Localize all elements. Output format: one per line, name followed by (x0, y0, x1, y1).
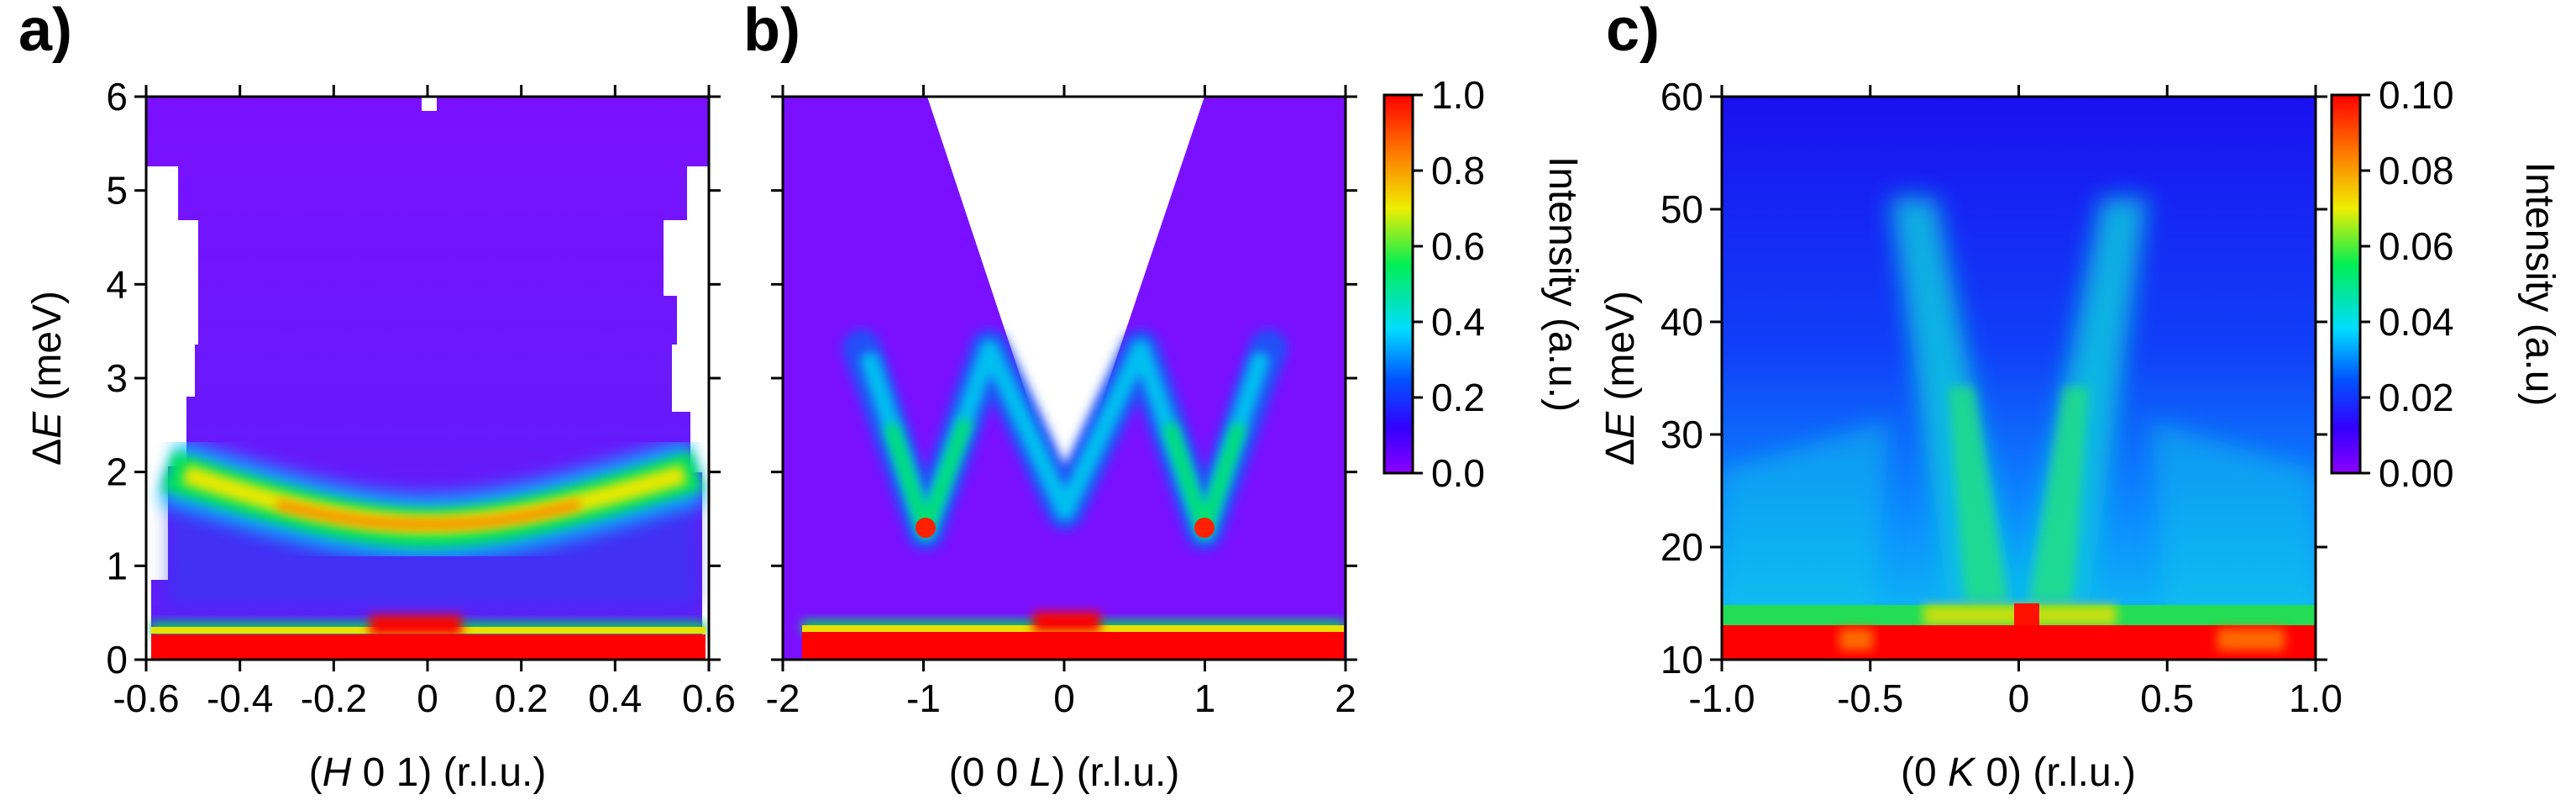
x-tick-label: 0.2 (495, 676, 548, 720)
y-tick-label: 40 (1660, 300, 1703, 344)
colorbar-tick-label: 0.06 (2379, 224, 2454, 268)
panel-c-xlabel: (0 K 0) (r.l.u.) (1901, 750, 2136, 795)
colorbar-tick-label: 0.6 (1431, 224, 1485, 268)
y-tick-label: 0 (106, 638, 128, 682)
colorbar-b (1382, 93, 1414, 475)
x-tick-label: 0 (2008, 676, 2030, 720)
colorbar-tick-label: 0.4 (1431, 300, 1485, 344)
panel-b-xlabel: (0 0 L) (r.l.u.) (949, 750, 1180, 795)
y-tick-label: 50 (1660, 187, 1703, 231)
panel-c-heatmap (1722, 97, 2316, 660)
panel-b-heatmap (783, 97, 1346, 660)
panel-c-label: c) (1606, 0, 1660, 64)
x-tick-label: 0.6 (682, 676, 736, 720)
x-tick-label: 0 (1053, 676, 1075, 720)
colorbar-tick-label: 0.04 (2379, 300, 2454, 344)
colorbar-tick-label: 0.8 (1431, 149, 1485, 192)
x-tick-label: 1.0 (2289, 676, 2343, 720)
x-tick-label: -1.0 (1688, 676, 1755, 720)
y-tick-label: 3 (106, 356, 128, 400)
y-tick-label: 10 (1660, 638, 1703, 682)
panel-b-axes: -2 -1 0 1 2 (766, 85, 1357, 720)
colorbar-c-label: Intensity (a.u) (2517, 162, 2562, 407)
panel-b: -2 -1 0 1 2 b) (0 0 L) (r.l.u.) 0.0 0.2 0.4 0.6… (743, 0, 1585, 795)
panel-a-xlabel: (H 0 1) (r.l.u.) (309, 750, 547, 795)
y-tick-label: 6 (106, 75, 128, 118)
panel-b-label: b) (743, 0, 800, 64)
colorbar-b-label: Intensity (a.u.) (1540, 156, 1585, 412)
panel-a-heatmap (146, 97, 709, 660)
panel-c-ylabel: ΔE (meV) (1598, 291, 1643, 466)
panel-a: -0.6 -0.4 -0.2 0 0.2 0.4 0.6 0 1 2 3 4 5 6 a) (H 0 1)… (18, 0, 736, 795)
colorbar-tick-label: 0.0 (1431, 451, 1485, 495)
colorbar-tick-label: 1.0 (1431, 73, 1485, 117)
panel-c-axes: -1.0 -0.5 0 0.5 1.0 10 20 30 40 50 60 (1660, 75, 2343, 720)
panel-a-label: a) (18, 0, 72, 64)
x-tick-label: 0 (417, 676, 438, 720)
colorbar-tick-label: 0.10 (2379, 73, 2454, 117)
colorbar-tick-label: 0.00 (2379, 451, 2454, 495)
y-tick-label: 20 (1660, 525, 1703, 569)
x-tick-label: -0.2 (301, 676, 367, 720)
x-tick-label: -1 (906, 676, 941, 720)
colorbar-c (2330, 93, 2362, 475)
panel-a-ylabel: ΔE (meV) (25, 291, 70, 466)
y-tick-label: 4 (106, 262, 128, 306)
x-tick-label: 0.4 (588, 676, 642, 720)
colorbar-tick-label: 0.02 (2379, 376, 2454, 419)
y-tick-label: 5 (106, 169, 128, 213)
colorbar-c-ticks: 0.00 0.02 0.04 0.06 0.08 0.10 (2360, 73, 2454, 495)
x-tick-label: -0.6 (113, 676, 179, 720)
panel-c: -1.0 -0.5 0 0.5 1.0 10 20 30 40 50 60 c) (0 K 0) (… (1598, 0, 2562, 795)
x-tick-label: 2 (1335, 676, 1356, 720)
colorbar-b-ticks: 0.0 0.2 0.4 0.6 0.8 1.0 (1413, 73, 1485, 495)
x-tick-label: -0.5 (1837, 676, 1903, 720)
y-tick-label: 60 (1660, 75, 1703, 118)
y-tick-label: 1 (106, 544, 128, 587)
colorbar-tick-label: 0.08 (2379, 149, 2454, 192)
x-tick-label: 1 (1194, 676, 1216, 720)
x-tick-label: -2 (766, 676, 800, 720)
y-tick-label: 2 (106, 450, 128, 494)
x-tick-label: -0.4 (207, 676, 273, 720)
panel-a-axes: -0.6 -0.4 -0.2 0 0.2 0.4 0.6 0 1 2 3 4 5 6 (106, 75, 736, 720)
colorbar-tick-label: 0.2 (1431, 376, 1485, 419)
x-tick-label: 0.5 (2140, 676, 2194, 720)
y-tick-label: 30 (1660, 413, 1703, 456)
